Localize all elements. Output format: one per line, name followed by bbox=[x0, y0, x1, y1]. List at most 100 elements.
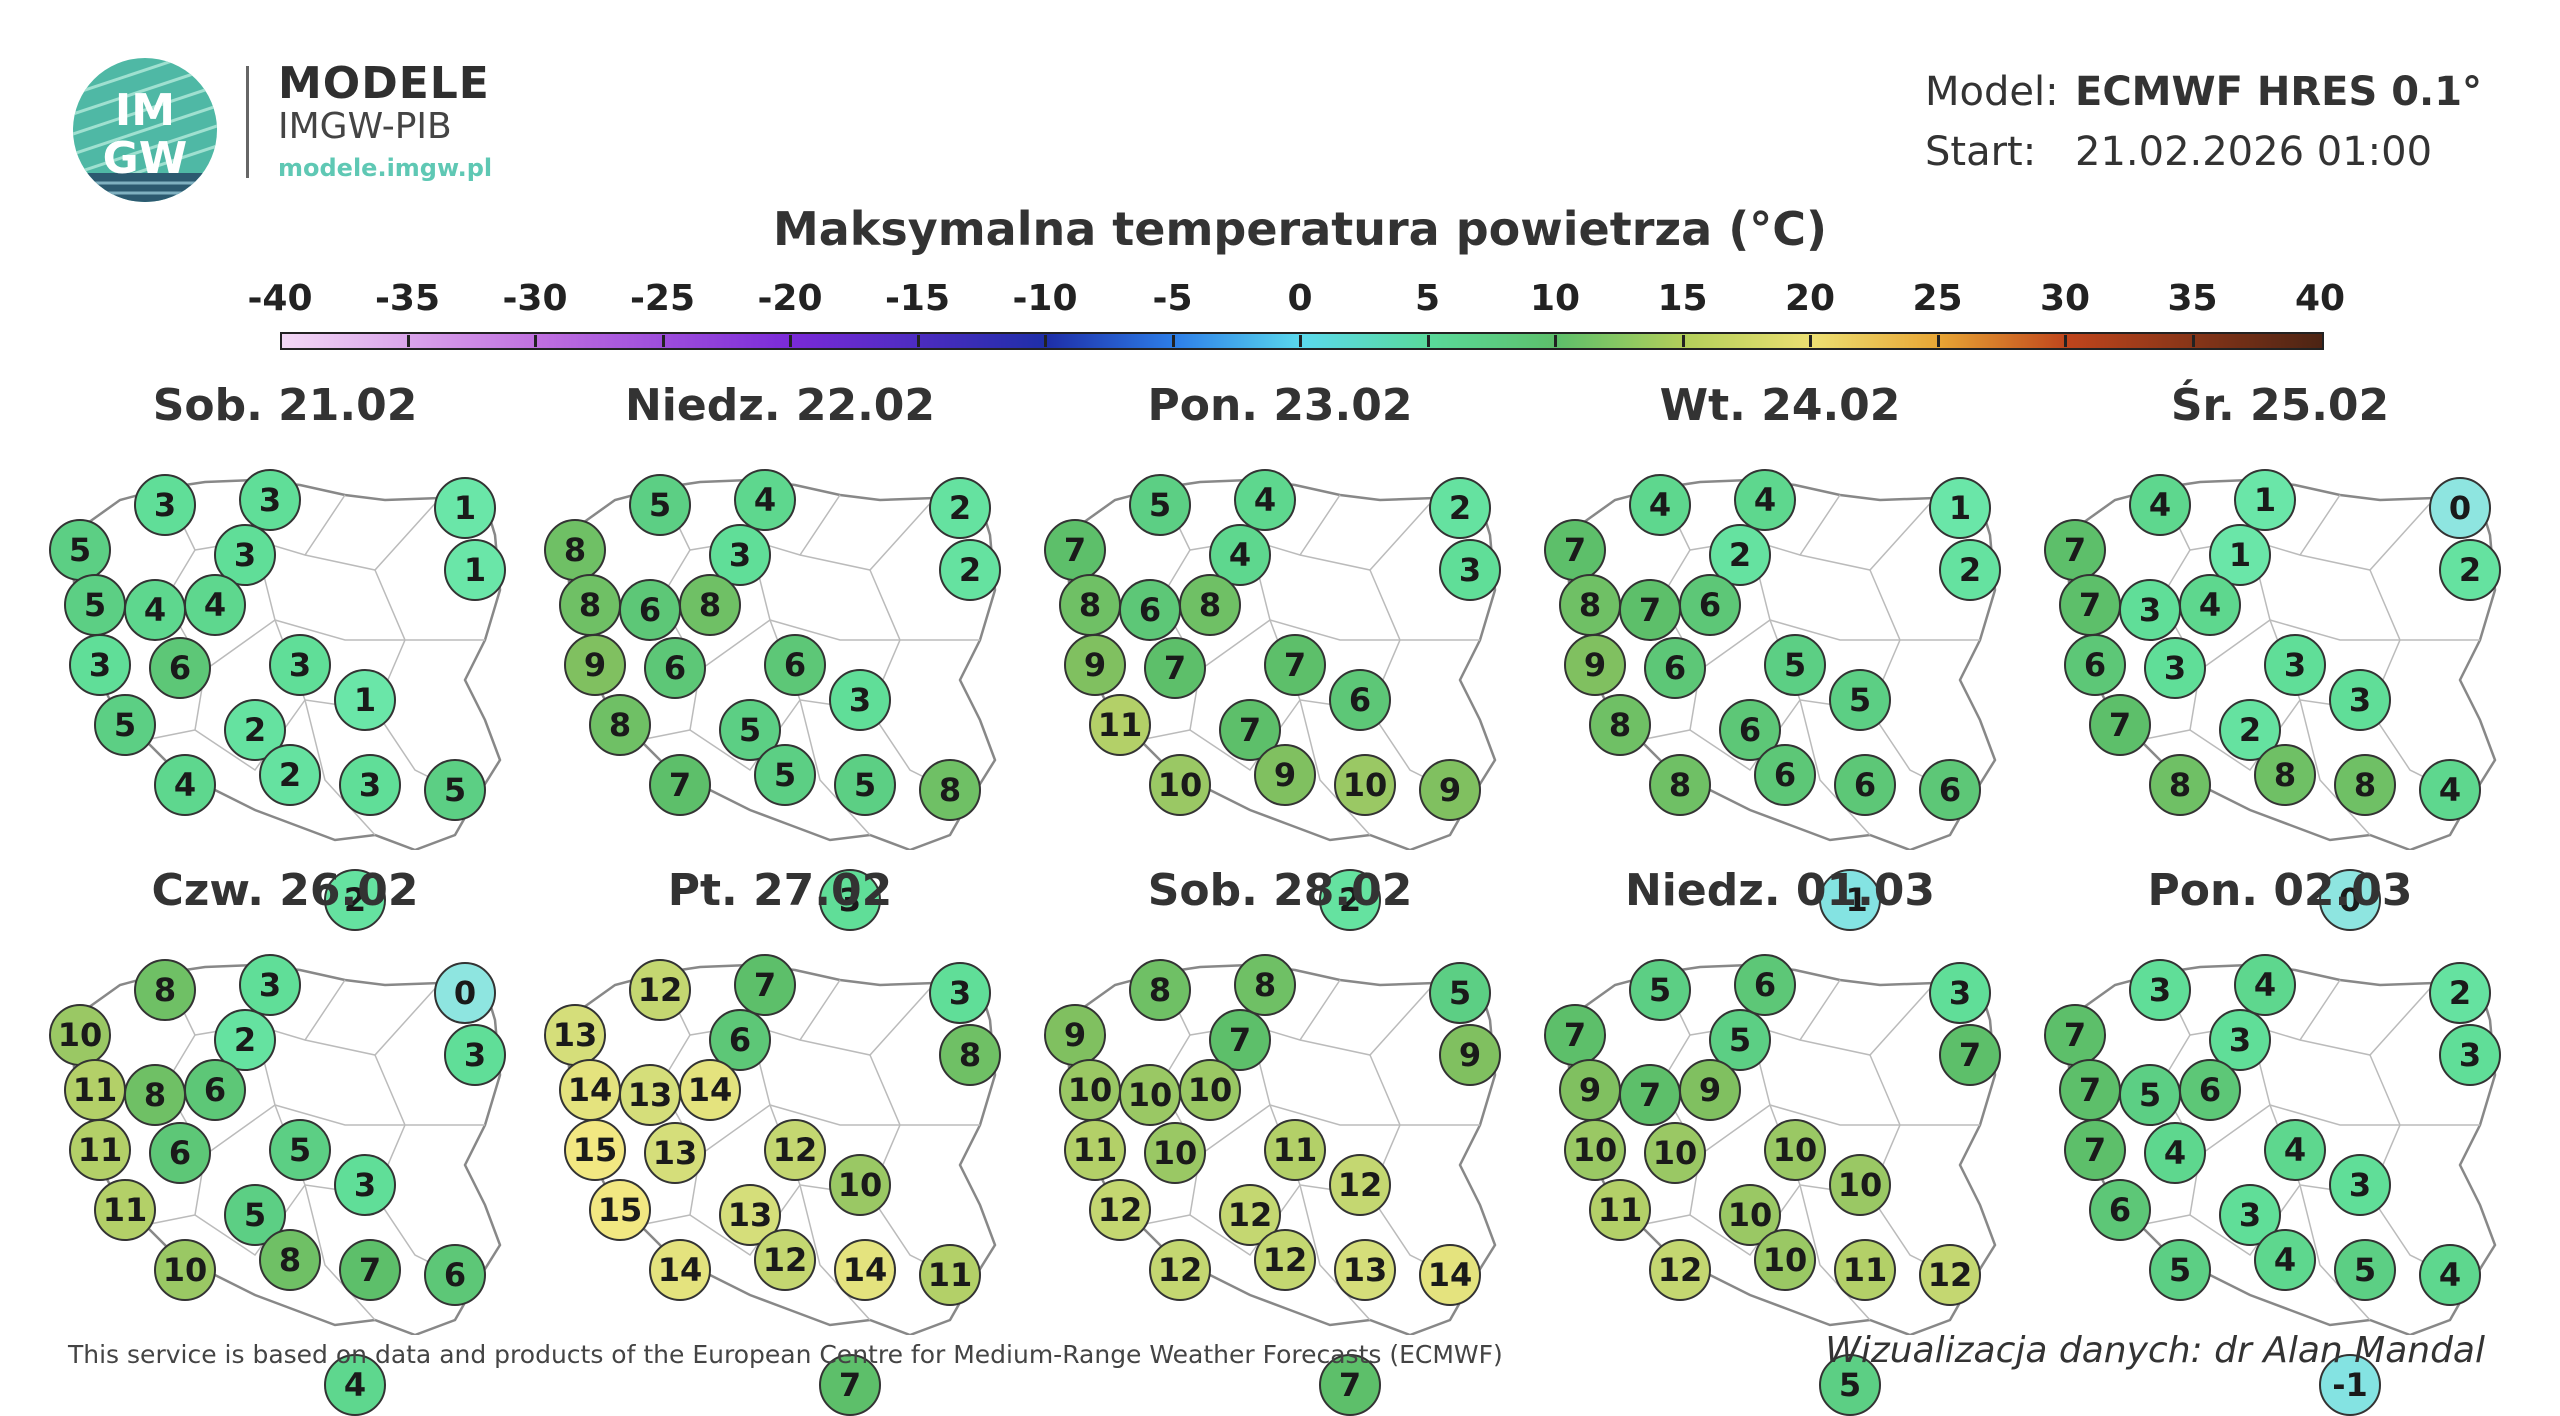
temperature-bubble: 8 bbox=[2254, 744, 2316, 806]
voivodeship-border bbox=[2249, 1024, 2400, 1126]
voivodeship-border bbox=[749, 539, 900, 641]
temperature-bubble: 7 bbox=[2059, 1059, 2121, 1121]
voivodeship-border bbox=[1249, 539, 1400, 641]
temperature-bubble: 9 bbox=[564, 634, 626, 696]
voivodeship-border bbox=[1299, 699, 1371, 836]
temperature-bubble: 5 bbox=[269, 1119, 331, 1181]
temperature-bubble: 5 bbox=[64, 574, 126, 636]
voivodeship-border bbox=[254, 1024, 405, 1126]
temperature-bubble: 9 bbox=[1679, 1059, 1741, 1121]
temperature-bubble: 7 bbox=[2044, 519, 2106, 581]
forecast-panel: Pon. 23.02 5 4 2 7 4 3 8 8 6 9 7 7 11 7 6 10 9 10 9 2 bbox=[1040, 380, 1520, 931]
colorbar-label: 35 bbox=[2167, 278, 2218, 319]
temperature-bubble: 7 bbox=[1219, 699, 1281, 761]
temperature-bubble: 4 bbox=[2264, 1119, 2326, 1181]
temperature-bubble: 8 bbox=[589, 694, 651, 756]
temperature-bubble: 7 bbox=[2059, 574, 2121, 636]
temperature-bubble: 9 bbox=[1559, 1059, 1621, 1121]
colorbar-tick bbox=[406, 335, 410, 347]
temperature-bubble: 14 bbox=[679, 1059, 741, 1121]
temperature-bubble: 6 bbox=[619, 579, 681, 641]
temperature-bubble: 10 bbox=[49, 1004, 111, 1066]
temperature-bubble: 2 bbox=[1319, 869, 1381, 931]
map-title: Maksymalna temperatura powietrza (°C) bbox=[772, 202, 1828, 256]
temperature-bubble: 5 bbox=[94, 694, 156, 756]
temperature-bubble: 4 bbox=[2129, 474, 2191, 536]
voivodeship-border bbox=[194, 699, 306, 772]
temperature-bubble: 5 bbox=[2334, 1239, 2396, 1301]
temperature-bubble: 7 bbox=[1144, 637, 1206, 699]
colorbar-tick bbox=[1936, 335, 1940, 347]
voivodeship-border bbox=[1689, 1184, 1801, 1257]
temperature-bubble: 9 bbox=[1564, 634, 1626, 696]
temperature-bubble: 13 bbox=[619, 1064, 681, 1126]
temperature-bubble: 6 bbox=[764, 634, 826, 696]
logo-text-bottom: GW bbox=[103, 133, 188, 184]
voivodeship-border bbox=[799, 1184, 871, 1321]
temperature-bubble: 4 bbox=[154, 754, 216, 816]
colorbar-label: -5 bbox=[1152, 278, 1193, 319]
temperature-bubble: 13 bbox=[1334, 1239, 1396, 1301]
forecast-panel: Śr. 25.02 4 1 0 7 1 2 7 4 3 6 3 3 7 2 3 8 8 8 4 0 bbox=[2040, 380, 2520, 931]
temperature-bubble: 3 bbox=[2129, 959, 2191, 1021]
temperature-bubble: 5 bbox=[49, 519, 111, 581]
voivodeship-border bbox=[1299, 1184, 1371, 1321]
temperature-bubble: 12 bbox=[1149, 1239, 1211, 1301]
temperature-bubble: 10 bbox=[154, 1239, 216, 1301]
temperature-bubble: 4 bbox=[734, 469, 796, 531]
panel-day-label: Niedz. 22.02 bbox=[624, 380, 936, 431]
temperature-bubble: 10 bbox=[1119, 1064, 1181, 1126]
temperature-bubble: 3 bbox=[2329, 1154, 2391, 1216]
colorbar-label: 25 bbox=[1912, 278, 1963, 319]
temperature-bubble: 4 bbox=[2144, 1122, 2206, 1184]
temperature-bubble: 3 bbox=[269, 634, 331, 696]
temperature-bubble: 5 bbox=[1829, 669, 1891, 731]
colorbar-tick bbox=[1681, 335, 1685, 347]
brand-url-link[interactable]: modele.imgw.pl bbox=[278, 154, 493, 182]
temperature-bubble: 12 bbox=[1329, 1154, 1391, 1216]
panel-day-label: Wt. 24.02 bbox=[1659, 380, 1901, 431]
colorbar-label: -30 bbox=[502, 278, 568, 319]
temperature-bubble: 3 bbox=[239, 469, 301, 531]
colorbar-tick bbox=[789, 335, 792, 347]
colorbar-tick bbox=[2191, 335, 2195, 347]
temperature-bubble: 4 bbox=[1234, 469, 1296, 531]
temperature-bubble: 3 bbox=[339, 754, 401, 816]
temperature-bubble: 8 bbox=[1059, 574, 1121, 636]
temperature-bubble: 2 bbox=[259, 744, 321, 806]
forecast-panel: Pt. 27.02 12 7 3 13 6 8 14 14 13 15 13 12 15 13 10 14 12 1… bbox=[540, 865, 1020, 1416]
temperature-bubble: 10 bbox=[1754, 1229, 1816, 1291]
temperature-bubble: 3 bbox=[334, 1154, 396, 1216]
temperature-bubble: 10 bbox=[1564, 1119, 1626, 1181]
temperature-bubble: 4 bbox=[2419, 759, 2481, 821]
start-value: 21.02.2026 01:00 bbox=[2075, 129, 2433, 175]
temperature-bubble: 4 bbox=[1629, 474, 1691, 536]
panel-day-label: Sob. 21.02 bbox=[152, 380, 418, 431]
temperature-bubble: 12 bbox=[754, 1229, 816, 1291]
temperature-bubble: 1 bbox=[1929, 477, 1991, 539]
colorbar-label: 40 bbox=[2294, 278, 2346, 319]
temperature-bubble: 10 bbox=[1144, 1122, 1206, 1184]
voivodeship-border bbox=[1249, 1024, 1400, 1126]
temperature-bubble: 3 bbox=[929, 962, 991, 1024]
temperature-bubble: 12 bbox=[764, 1119, 826, 1181]
temperature-bubble: 3 bbox=[1929, 962, 1991, 1024]
temperature-bubble: 5 bbox=[629, 474, 691, 536]
temperature-bubble: 10 bbox=[1829, 1154, 1891, 1216]
temperature-bubble: 6 bbox=[2089, 1179, 2151, 1241]
colorbar-label: 20 bbox=[1784, 278, 1836, 319]
temperature-bubble: 9 bbox=[1419, 759, 1481, 821]
colorbar-labels: -40 -35 -30 -25 -20 -15 -10 -5 0 5 10 15 20 25 30 35 40 bbox=[0, 278, 2560, 324]
temperature-bubble: 7 bbox=[1544, 1004, 1606, 1066]
brand-subtitle: IMGW-PIB bbox=[278, 106, 452, 147]
temperature-bubble: 4 bbox=[2254, 1229, 2316, 1291]
logo-text-top: IM bbox=[115, 85, 175, 136]
temperature-bubble: 2 bbox=[2429, 962, 2491, 1024]
panel-day-label: Czw. 26.02 bbox=[151, 865, 419, 916]
colorbar-tick bbox=[1171, 335, 1175, 347]
temperature-bubble: 8 bbox=[259, 1229, 321, 1291]
forecast-panel: Sob. 28.02 8 8 5 9 7 9 10 10 10 11 10 11 12 12 12 12 12 13… bbox=[1040, 865, 1520, 1416]
temperature-bubble: 11 bbox=[1064, 1119, 1126, 1181]
model-value: ECMWF HRES 0.1° bbox=[2075, 69, 2483, 115]
temperature-bubble: 6 bbox=[149, 637, 211, 699]
